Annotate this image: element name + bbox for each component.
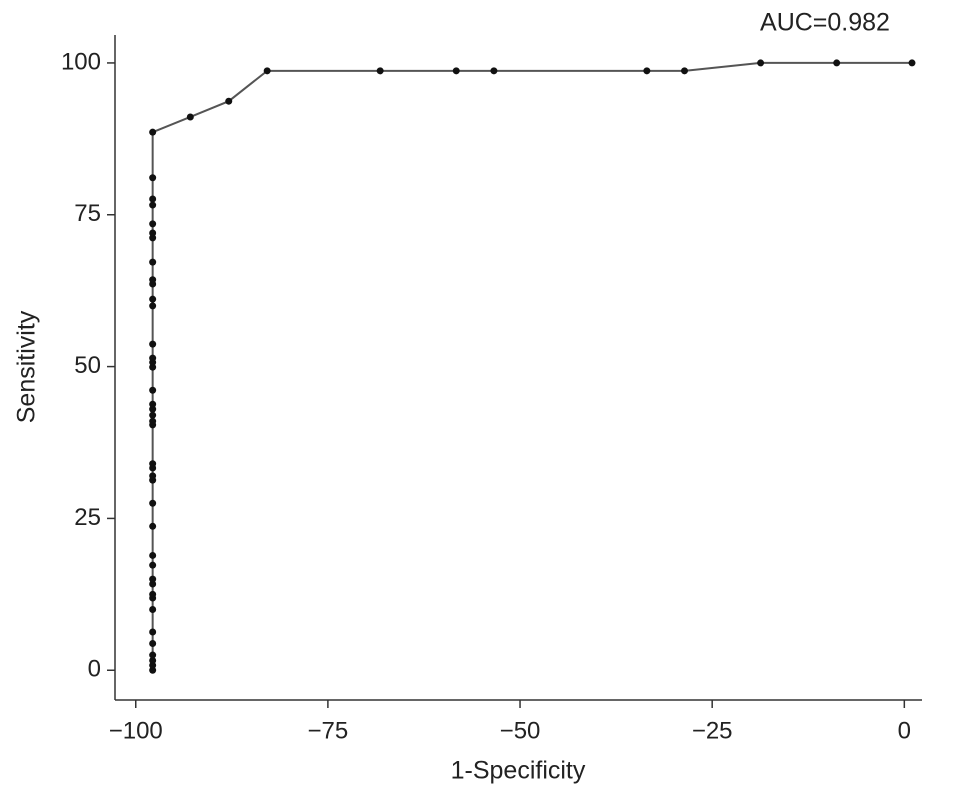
point [149,651,157,659]
point [452,67,460,75]
point [149,575,157,583]
point [149,302,157,310]
point [263,67,271,75]
point [149,234,157,242]
x-tick-label: −100 [109,717,163,744]
point [149,551,157,559]
point [149,460,157,468]
point [643,67,651,75]
point [149,201,157,209]
point [225,97,233,105]
y-tick-label: 0 [88,656,101,683]
point [149,405,157,413]
y-tick-label: 75 [74,200,101,227]
x-tick-label: 0 [898,717,911,744]
point [149,258,157,266]
x-tick-label: −75 [308,717,349,744]
y-tick-label: 25 [74,504,101,531]
point [149,666,157,674]
point [149,472,157,480]
x-tick-label: −50 [500,717,541,744]
point [149,363,157,371]
point [757,59,765,67]
point [149,580,157,588]
point [490,67,498,75]
point [149,400,157,408]
point [149,606,157,614]
point [149,522,157,530]
point [376,67,384,75]
point [149,386,157,394]
roc-line [151,61,913,671]
y-tick-label: 50 [74,352,101,379]
point [149,128,157,136]
point [186,113,194,121]
point [149,590,157,598]
y-tick-label: 100 [61,48,101,75]
point [681,67,689,75]
y-axis-label: Sensitivity [13,310,41,423]
point [149,411,157,419]
point [149,628,157,636]
point [149,295,157,303]
point [149,220,157,228]
point [149,340,157,348]
x-axis-label: 1-Specificity [451,757,586,785]
point [149,657,157,665]
point [149,195,157,203]
point [149,174,157,182]
x-tick-label: −25 [692,717,733,744]
point [149,561,157,569]
point [908,59,916,67]
point [149,417,157,425]
annotation: AUC=0.982 [760,9,890,37]
point [149,499,157,507]
point [833,59,841,67]
point [149,354,157,362]
point [149,229,157,237]
point [149,276,157,284]
point [149,640,157,648]
point [149,661,157,669]
